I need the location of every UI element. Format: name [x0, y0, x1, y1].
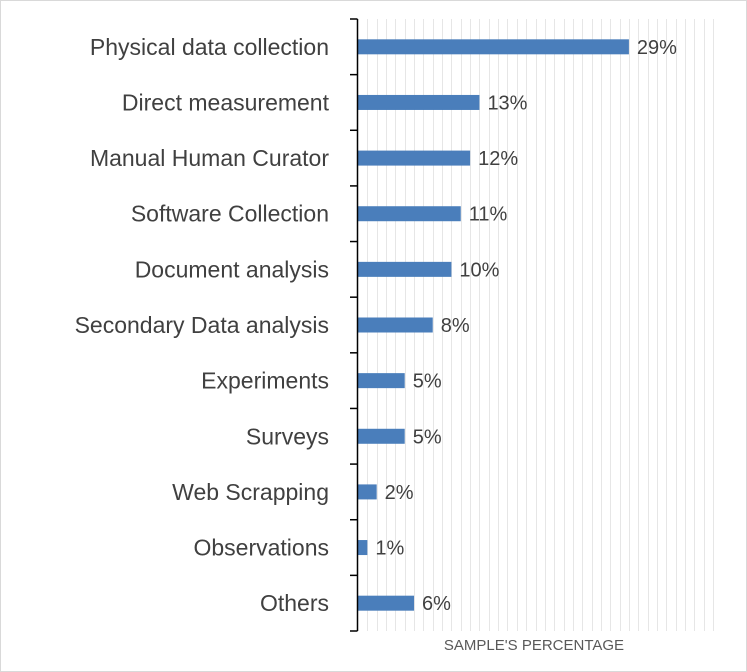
bar [358, 317, 433, 333]
category-label: Web Scrapping [172, 479, 329, 505]
category-label: Experiments [201, 368, 329, 394]
category-label: Others [260, 590, 329, 616]
category-label: Observations [193, 535, 329, 561]
data-label: 5% [413, 426, 442, 448]
bar [358, 261, 452, 277]
category-label: Software Collection [131, 201, 329, 227]
category-label: Document analysis [135, 256, 329, 282]
data-label: 6% [422, 593, 451, 615]
bar [358, 206, 461, 222]
data-label: 1% [375, 538, 404, 560]
data-label: 10% [459, 259, 499, 281]
labels: Physical data collection 29% Direct measur… [75, 34, 678, 616]
axes [350, 18, 359, 632]
bar [358, 428, 405, 444]
bar [358, 39, 629, 55]
category-label: Surveys [246, 423, 329, 449]
category-label: Manual Human Curator [90, 145, 329, 171]
data-label: 29% [637, 37, 677, 59]
data-label: 13% [487, 92, 527, 114]
data-label: 12% [478, 148, 518, 170]
bar [358, 373, 405, 389]
bar [358, 595, 415, 611]
bars [358, 39, 629, 611]
data-label: 11% [469, 204, 508, 226]
data-label: 5% [413, 371, 442, 393]
data-label: 8% [441, 315, 470, 337]
category-label: Secondary Data analysis [75, 312, 329, 338]
data-label: 2% [385, 482, 414, 504]
bar [358, 150, 471, 166]
bar [358, 94, 480, 110]
gridlines [367, 19, 714, 631]
bar [358, 484, 377, 500]
bar [358, 540, 368, 556]
x-axis-title: SAMPLE'S PERCENTAGE [444, 637, 624, 654]
category-label: Physical data collection [90, 34, 329, 60]
category-label: Direct measurement [122, 89, 330, 115]
